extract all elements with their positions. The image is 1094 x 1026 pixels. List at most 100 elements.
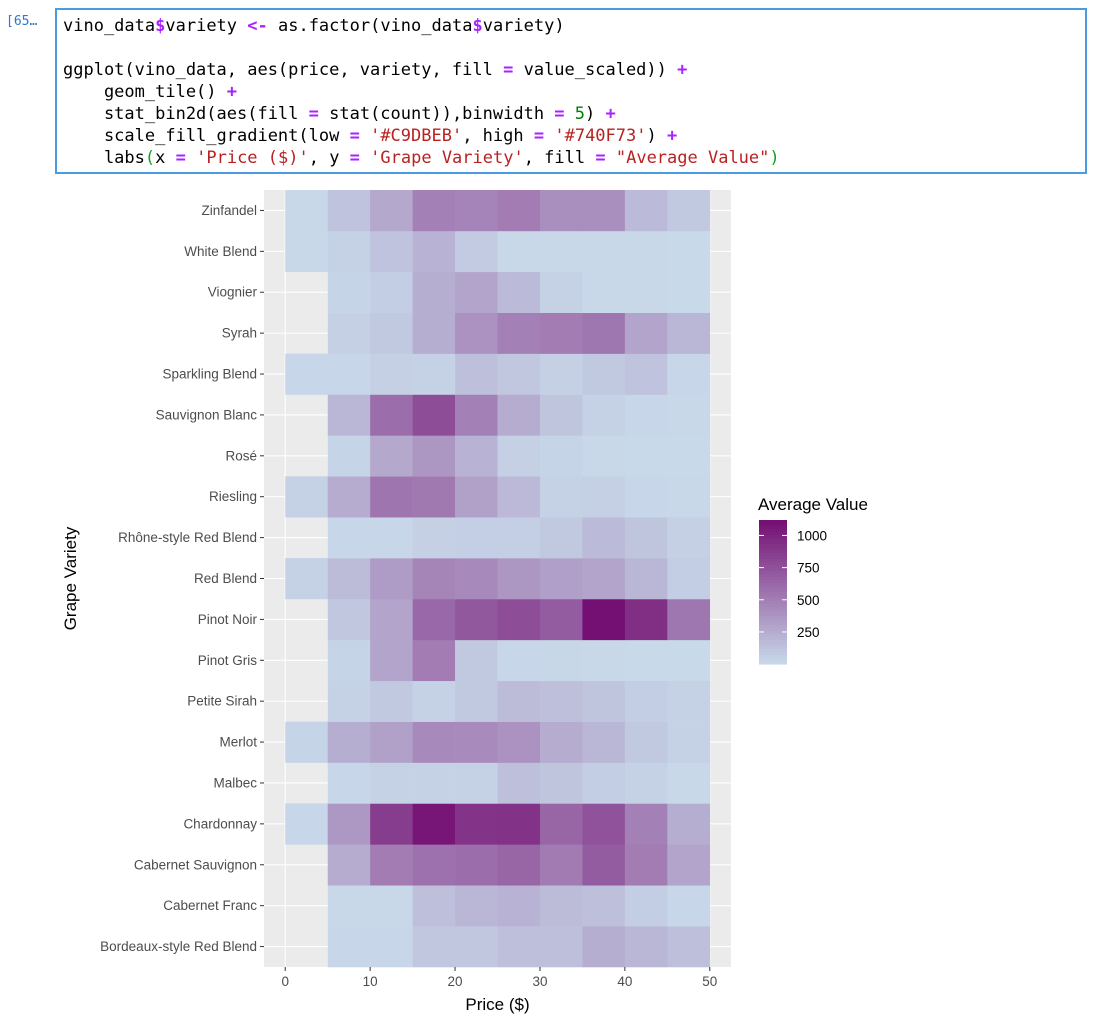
heatmap-tile (412, 680, 456, 722)
code-token: ) (585, 104, 606, 124)
code-token: '#C9DBEB' (370, 126, 463, 146)
heatmap-tile (582, 476, 626, 518)
legend-gradient-step (759, 637, 787, 641)
code-token: , fill (523, 148, 596, 168)
heatmap-tile (624, 844, 668, 886)
y-tick-label: Malbec (213, 775, 257, 790)
heatmap-tile (667, 803, 711, 845)
heatmap-tile (370, 639, 413, 682)
code-token: 'Price ($)' (196, 148, 309, 168)
code-token: geom_tile() (63, 82, 227, 102)
heatmap-tile (455, 271, 498, 313)
legend-gradient-step (759, 544, 787, 548)
code-cell[interactable]: vino_data$variety <- as.factor(vino_data… (55, 8, 1087, 174)
heatmap-tile (667, 394, 711, 436)
code-token: "Average Value" (615, 148, 770, 168)
legend-gradient-step (759, 568, 787, 572)
heatmap-tile (624, 476, 668, 518)
legend-gradient-step (759, 646, 787, 650)
heatmap-tile (497, 230, 541, 273)
heatmap-chart: Bordeaux-style Red Blend Cabernet Franc Ca… (61, 190, 868, 1014)
heatmap-tile (370, 190, 413, 232)
heatmap-tile (412, 721, 456, 763)
legend-gradient-step (759, 616, 787, 620)
heatmap-tile (539, 476, 583, 518)
legend-gradient-step (759, 583, 787, 587)
heatmap-tile (455, 353, 498, 395)
legend-gradient-step (759, 592, 787, 596)
legend-gradient-step (759, 586, 787, 590)
code-token: stat(count)),binwidth (318, 104, 555, 124)
code-line: labs(x = 'Price ($)', y = 'Grape Variety… (63, 148, 780, 168)
y-tick-label: Merlot (219, 735, 257, 750)
heatmap-tile (624, 598, 668, 641)
heatmap-tile (285, 558, 328, 600)
cell-prompt: [65… (6, 14, 38, 29)
x-tick-label: 40 (617, 974, 632, 989)
heatmap-tile (539, 435, 583, 477)
heatmap-tile (327, 435, 371, 477)
heatmap-tile (455, 885, 498, 927)
heatmap-tile (285, 476, 328, 518)
code-token: , high (462, 126, 534, 146)
heatmap-tile (497, 394, 541, 436)
heatmap-tile (667, 312, 711, 354)
heatmap-tile (667, 435, 711, 477)
heatmap-tile (327, 680, 371, 722)
heatmap-tile (327, 312, 371, 354)
heatmap-tile (327, 517, 371, 559)
code-token: as.factor(vino_data (267, 16, 473, 36)
y-tick-label: Viognier (208, 285, 258, 300)
heatmap-tile (327, 394, 371, 436)
heatmap-tile (582, 230, 626, 273)
heatmap-tile (370, 762, 413, 804)
heatmap-tile (412, 230, 456, 273)
heatmap-tile (582, 680, 626, 722)
heatmap-tile (582, 844, 626, 886)
heatmap-tile (327, 598, 371, 641)
heatmap-tile (667, 190, 711, 232)
code-line: scale_fill_gradient(low = '#C9DBEB', hig… (63, 126, 677, 146)
code-token (565, 104, 575, 124)
heatmap-tile (455, 394, 498, 436)
legend-gradient-step (759, 631, 787, 635)
heatmap-tile (497, 312, 541, 354)
heatmap-tile (370, 844, 413, 886)
heatmap-tile (624, 885, 668, 927)
heatmap-tile (370, 271, 413, 313)
heatmap-tile (539, 190, 583, 232)
legend-gradient-step (759, 547, 787, 551)
code-token (360, 148, 370, 168)
legend-gradient-step (759, 523, 787, 527)
x-tick-label: 20 (448, 974, 463, 989)
legend-gradient-step (759, 604, 787, 608)
heatmap-tile (327, 353, 371, 395)
heatmap-tile (667, 721, 711, 763)
code-token: + (226, 82, 238, 102)
code-line: vino_data$variety <- as.factor(vino_data… (63, 16, 565, 36)
heatmap-tile (624, 435, 668, 477)
code-token: x (155, 148, 176, 168)
heatmap-tile (582, 762, 626, 804)
heatmap-tile (667, 639, 711, 682)
legend-gradient-step (759, 571, 787, 575)
y-tick-label: White Blend (184, 244, 257, 259)
heatmap-tile (285, 353, 328, 395)
code-token: stat_bin2d(aes(fill (63, 104, 309, 124)
code-token: variety (165, 16, 248, 36)
y-tick-label: Rosé (225, 448, 257, 463)
heatmap-tile (285, 803, 328, 845)
heatmap-tile (582, 721, 626, 763)
heatmap-tile (582, 803, 626, 845)
code-token: = (349, 126, 360, 146)
heatmap-tile (455, 598, 498, 641)
legend-gradient-step (759, 589, 787, 593)
y-tick-label: Sauvignon Blanc (156, 407, 258, 422)
heatmap-tile (539, 844, 583, 886)
heatmap-tile (624, 394, 668, 436)
legend-gradient-step (759, 601, 787, 605)
code-line: geom_tile() + (63, 82, 237, 102)
code-token (186, 148, 196, 168)
heatmap-tile (667, 353, 711, 395)
heatmap-tile (370, 803, 413, 845)
